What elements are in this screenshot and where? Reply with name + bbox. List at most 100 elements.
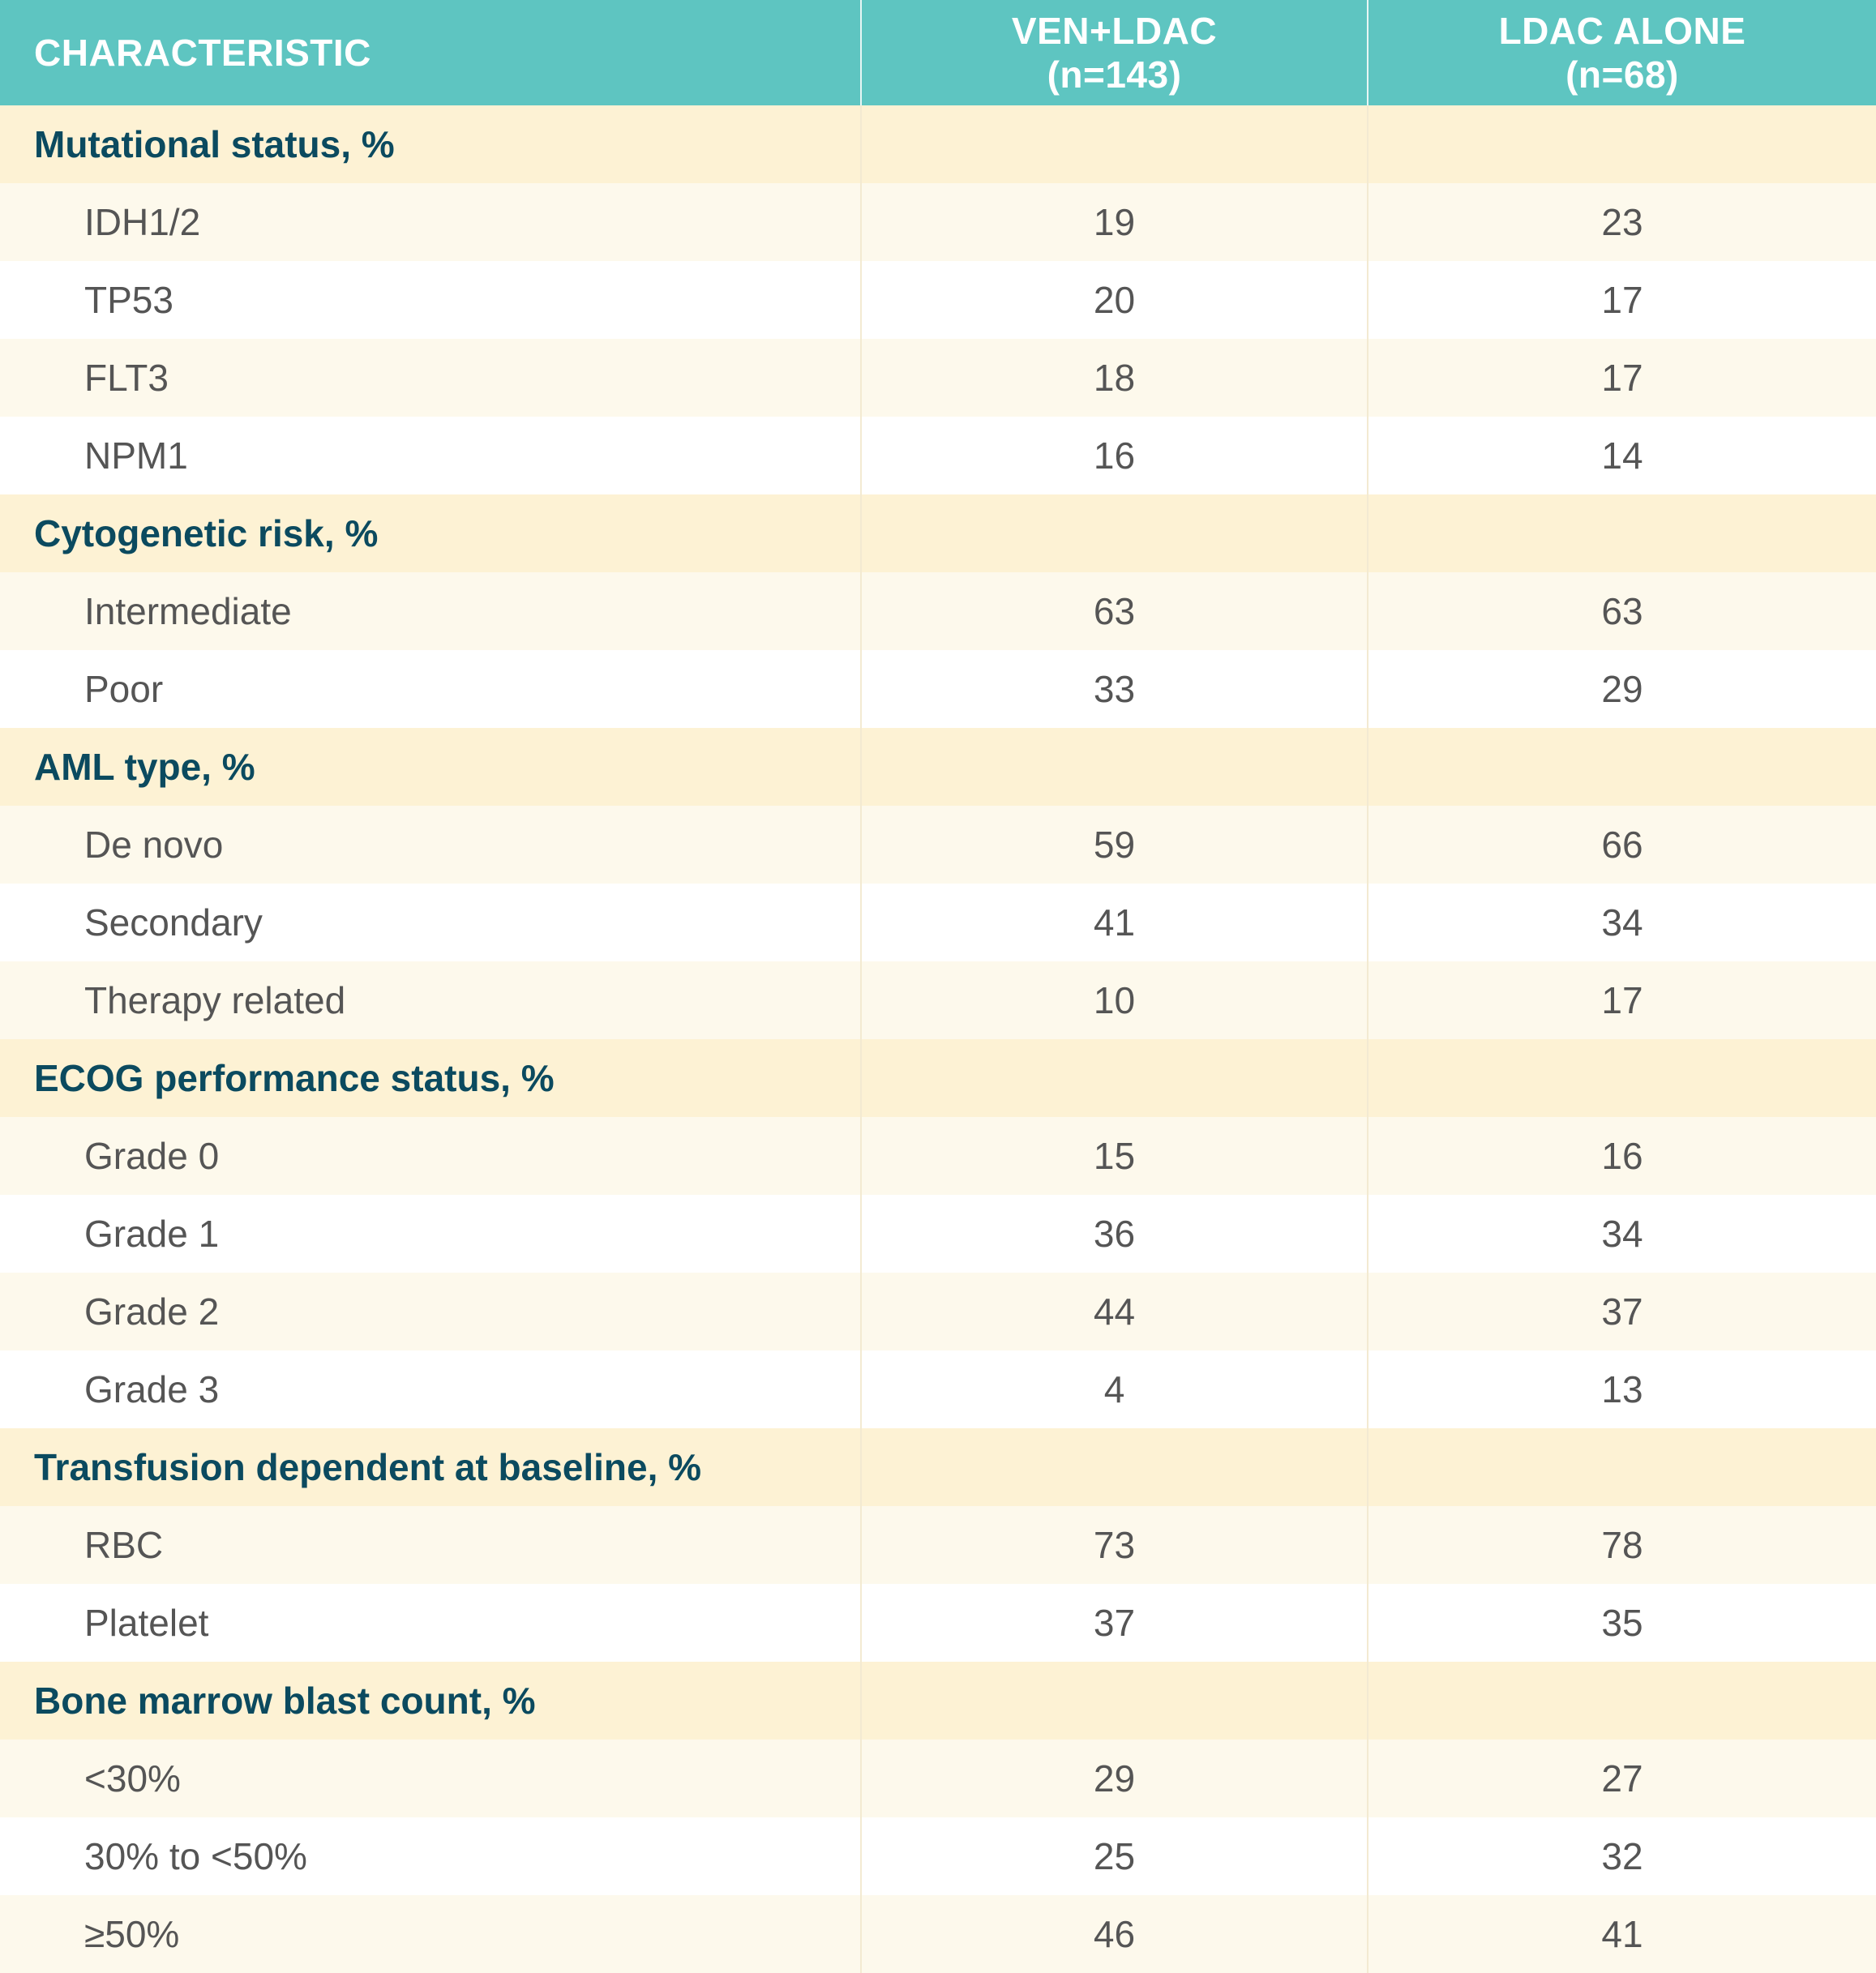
row-label: Poor bbox=[0, 650, 862, 728]
ldac-alone-value: 78 bbox=[1368, 1506, 1876, 1584]
section-empty-cell bbox=[1368, 1428, 1876, 1506]
row-label: RBC bbox=[0, 1506, 862, 1584]
ven-ldac-value: 59 bbox=[861, 806, 1368, 884]
table-row: Grade 3 4 13 bbox=[0, 1350, 1876, 1428]
ven-ldac-value: 33 bbox=[861, 650, 1368, 728]
row-label: Intermediate bbox=[0, 572, 862, 650]
ven-ldac-value: 37 bbox=[861, 1584, 1368, 1662]
section-empty-cell bbox=[1368, 1662, 1876, 1740]
section-title: Transfusion dependent at baseline, % bbox=[0, 1428, 862, 1506]
ldac-alone-value: 14 bbox=[1368, 417, 1876, 494]
header-ven-ldac: VEN+LDAC (n=143) bbox=[861, 0, 1368, 105]
row-label: TP53 bbox=[0, 261, 862, 339]
ldac-alone-value: 13 bbox=[1368, 1350, 1876, 1428]
table-row: TP53 20 17 bbox=[0, 261, 1876, 339]
section-empty-cell bbox=[1368, 105, 1876, 183]
row-label: Secondary bbox=[0, 884, 862, 961]
ven-ldac-value: 18 bbox=[861, 339, 1368, 417]
section-empty-cell bbox=[861, 728, 1368, 806]
ldac-alone-value: 17 bbox=[1368, 261, 1876, 339]
ldac-alone-value: 27 bbox=[1368, 1740, 1876, 1817]
table-row: ≥50% 46 41 bbox=[0, 1895, 1876, 1973]
ven-ldac-value: 29 bbox=[861, 1740, 1368, 1817]
ldac-alone-value: 66 bbox=[1368, 806, 1876, 884]
ldac-alone-value: 17 bbox=[1368, 961, 1876, 1039]
row-label: 30% to <50% bbox=[0, 1817, 862, 1895]
table-row: Grade 0 15 16 bbox=[0, 1117, 1876, 1195]
section-row: ECOG performance status, % bbox=[0, 1039, 1876, 1117]
ldac-alone-value: 16 bbox=[1368, 1117, 1876, 1195]
ldac-alone-value: 17 bbox=[1368, 339, 1876, 417]
row-label: IDH1/2 bbox=[0, 183, 862, 261]
row-label: Grade 3 bbox=[0, 1350, 862, 1428]
row-label: FLT3 bbox=[0, 339, 862, 417]
section-title: Mutational status, % bbox=[0, 105, 862, 183]
ven-ldac-value: 63 bbox=[861, 572, 1368, 650]
ven-ldac-value: 25 bbox=[861, 1817, 1368, 1895]
header-ldac-alone: LDAC ALONE (n=68) bbox=[1368, 0, 1876, 105]
row-label: <30% bbox=[0, 1740, 862, 1817]
ven-ldac-value: 4 bbox=[861, 1350, 1368, 1428]
section-title: ECOG performance status, % bbox=[0, 1039, 862, 1117]
row-label: NPM1 bbox=[0, 417, 862, 494]
section-row: AML type, % bbox=[0, 728, 1876, 806]
header-characteristic: CHARACTERISTIC bbox=[0, 0, 862, 105]
table-body: Mutational status, % IDH1/2 19 23 TP53 20 17 FL… bbox=[0, 105, 1876, 1973]
ldac-alone-value: 35 bbox=[1368, 1584, 1876, 1662]
row-label: Grade 2 bbox=[0, 1273, 862, 1350]
table-row: Poor 33 29 bbox=[0, 650, 1876, 728]
ldac-alone-value: 34 bbox=[1368, 884, 1876, 961]
ldac-alone-value: 32 bbox=[1368, 1817, 1876, 1895]
table-row: FLT3 18 17 bbox=[0, 339, 1876, 417]
section-title: AML type, % bbox=[0, 728, 862, 806]
ven-ldac-value: 16 bbox=[861, 417, 1368, 494]
ven-ldac-value: 20 bbox=[861, 261, 1368, 339]
ldac-alone-value: 34 bbox=[1368, 1195, 1876, 1273]
section-empty-cell bbox=[861, 1428, 1368, 1506]
table-row: Platelet 37 35 bbox=[0, 1584, 1876, 1662]
table-row: Grade 2 44 37 bbox=[0, 1273, 1876, 1350]
section-empty-cell bbox=[861, 1662, 1368, 1740]
ven-ldac-value: 46 bbox=[861, 1895, 1368, 1973]
ven-ldac-value: 19 bbox=[861, 183, 1368, 261]
section-row: Transfusion dependent at baseline, % bbox=[0, 1428, 1876, 1506]
ldac-alone-value: 37 bbox=[1368, 1273, 1876, 1350]
ven-ldac-value: 73 bbox=[861, 1506, 1368, 1584]
ven-ldac-value: 10 bbox=[861, 961, 1368, 1039]
ven-ldac-value: 36 bbox=[861, 1195, 1368, 1273]
ldac-alone-value: 41 bbox=[1368, 1895, 1876, 1973]
row-label: Therapy related bbox=[0, 961, 862, 1039]
section-empty-cell bbox=[861, 105, 1368, 183]
row-label: ≥50% bbox=[0, 1895, 862, 1973]
header-ldac-alone-title: LDAC ALONE bbox=[1498, 10, 1746, 52]
row-label: Grade 0 bbox=[0, 1117, 862, 1195]
row-label: De novo bbox=[0, 806, 862, 884]
section-empty-cell bbox=[861, 1039, 1368, 1117]
table-row: Secondary 41 34 bbox=[0, 884, 1876, 961]
section-empty-cell bbox=[1368, 728, 1876, 806]
ldac-alone-value: 63 bbox=[1368, 572, 1876, 650]
ven-ldac-value: 44 bbox=[861, 1273, 1368, 1350]
ven-ldac-value: 15 bbox=[861, 1117, 1368, 1195]
table-row: NPM1 16 14 bbox=[0, 417, 1876, 494]
section-row: Bone marrow blast count, % bbox=[0, 1662, 1876, 1740]
table-row: De novo 59 66 bbox=[0, 806, 1876, 884]
section-empty-cell bbox=[1368, 494, 1876, 572]
ven-ldac-value: 41 bbox=[861, 884, 1368, 961]
section-empty-cell bbox=[1368, 1039, 1876, 1117]
section-empty-cell bbox=[861, 494, 1368, 572]
row-label: Platelet bbox=[0, 1584, 862, 1662]
header-ven-ldac-title: VEN+LDAC bbox=[1011, 10, 1218, 52]
row-label: Grade 1 bbox=[0, 1195, 862, 1273]
table-row: RBC 73 78 bbox=[0, 1506, 1876, 1584]
table-row: IDH1/2 19 23 bbox=[0, 183, 1876, 261]
table-row: <30% 29 27 bbox=[0, 1740, 1876, 1817]
table-header: CHARACTERISTIC VEN+LDAC (n=143) LDAC ALO… bbox=[0, 0, 1876, 105]
table-row: Grade 1 36 34 bbox=[0, 1195, 1876, 1273]
ldac-alone-value: 29 bbox=[1368, 650, 1876, 728]
table-row: Intermediate 63 63 bbox=[0, 572, 1876, 650]
section-row: Cytogenetic risk, % bbox=[0, 494, 1876, 572]
section-row: Mutational status, % bbox=[0, 105, 1876, 183]
header-ldac-alone-n: (n=68) bbox=[1565, 53, 1679, 96]
